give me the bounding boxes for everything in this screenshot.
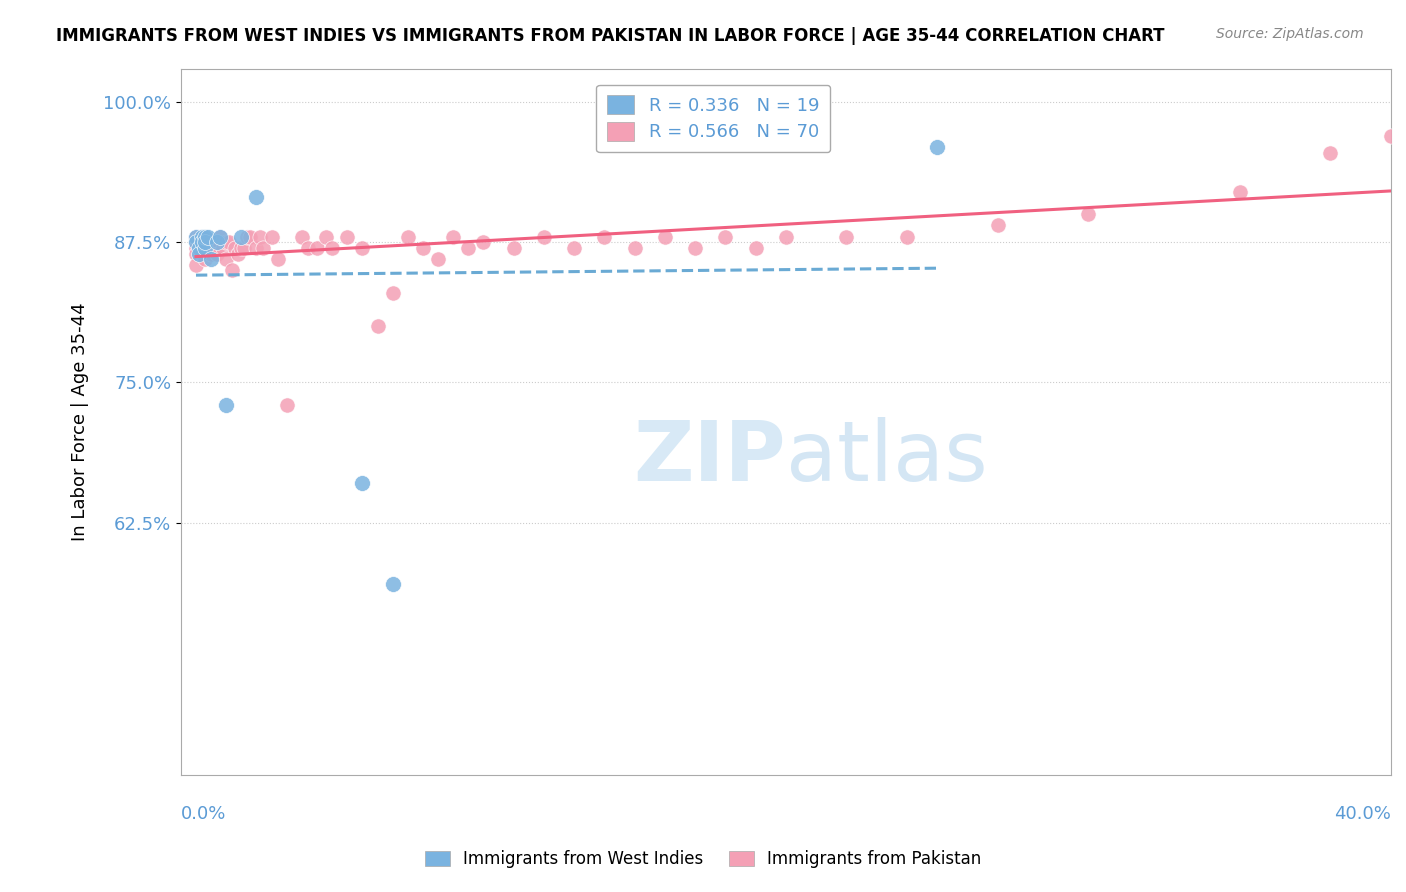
Point — [249, 229, 271, 244]
Point — [212, 241, 235, 255]
Point — [412, 241, 434, 255]
Text: IMMIGRANTS FROM WEST INDIES VS IMMIGRANTS FROM PAKISTAN IN LABOR FORCE | AGE 35-: IMMIGRANTS FROM WEST INDIES VS IMMIGRANT… — [56, 27, 1164, 45]
Point — [276, 398, 298, 412]
Point — [200, 252, 222, 267]
Point — [194, 229, 217, 244]
Point — [683, 241, 706, 255]
Point — [441, 229, 464, 244]
Point — [184, 246, 207, 260]
Point — [714, 229, 737, 244]
Point — [218, 235, 240, 250]
Point — [188, 246, 211, 260]
Text: atlas: atlas — [786, 417, 987, 498]
Point — [236, 229, 259, 244]
Point — [352, 476, 374, 491]
Point — [352, 241, 374, 255]
Point — [1379, 128, 1402, 143]
Point — [593, 229, 616, 244]
Point — [297, 241, 319, 255]
Point — [231, 229, 253, 244]
Point — [184, 241, 207, 255]
Point — [184, 235, 207, 250]
Point — [266, 252, 288, 267]
Point — [291, 229, 314, 244]
Point — [252, 241, 274, 255]
Point — [197, 235, 219, 250]
Legend: R = 0.336   N = 19, R = 0.566   N = 70: R = 0.336 N = 19, R = 0.566 N = 70 — [596, 85, 830, 153]
Point — [231, 241, 253, 255]
Point — [305, 241, 328, 255]
Point — [260, 229, 283, 244]
Text: 0.0%: 0.0% — [181, 805, 226, 823]
Point — [502, 241, 524, 255]
Point — [205, 246, 228, 260]
Point — [562, 241, 585, 255]
Point — [623, 241, 645, 255]
Point — [228, 246, 250, 260]
Point — [233, 241, 256, 255]
Point — [197, 241, 219, 255]
Point — [200, 235, 222, 250]
Point — [896, 229, 918, 244]
Point — [744, 241, 766, 255]
Point — [1319, 145, 1341, 160]
Point — [188, 235, 211, 250]
Point — [184, 229, 207, 244]
Point — [775, 229, 797, 244]
Point — [315, 229, 337, 244]
Text: Source: ZipAtlas.com: Source: ZipAtlas.com — [1216, 27, 1364, 41]
Point — [381, 577, 404, 591]
Point — [209, 229, 232, 244]
Point — [197, 229, 219, 244]
Point — [835, 229, 858, 244]
Point — [202, 241, 225, 255]
Point — [245, 241, 267, 255]
Point — [987, 219, 1010, 233]
Point — [215, 235, 238, 250]
Point — [224, 241, 246, 255]
Point — [191, 235, 214, 250]
Point — [205, 235, 228, 250]
Point — [336, 229, 359, 244]
Point — [321, 241, 343, 255]
Point — [194, 235, 217, 250]
Point — [200, 246, 222, 260]
Point — [472, 235, 495, 250]
Point — [396, 229, 419, 244]
Text: ZIP: ZIP — [634, 417, 786, 498]
Point — [194, 235, 217, 250]
Point — [188, 241, 211, 255]
Point — [457, 241, 479, 255]
Point — [184, 258, 207, 272]
Text: 40.0%: 40.0% — [1334, 805, 1391, 823]
Point — [245, 190, 267, 204]
Point — [427, 252, 450, 267]
Point — [184, 229, 207, 244]
Point — [191, 229, 214, 244]
Point — [381, 285, 404, 300]
Point — [366, 319, 388, 334]
Point — [533, 229, 555, 244]
Point — [215, 398, 238, 412]
Point — [239, 229, 262, 244]
Y-axis label: In Labor Force | Age 35-44: In Labor Force | Age 35-44 — [72, 302, 89, 541]
Point — [194, 229, 217, 244]
Point — [191, 235, 214, 250]
Point — [188, 246, 211, 260]
Point — [927, 140, 949, 154]
Point — [215, 252, 238, 267]
Point — [221, 263, 243, 277]
Point — [209, 229, 232, 244]
Point — [1229, 185, 1251, 199]
Point — [191, 246, 214, 260]
Point — [188, 229, 211, 244]
Point — [184, 235, 207, 250]
Point — [194, 241, 217, 255]
Point — [654, 229, 676, 244]
Point — [194, 252, 217, 267]
Point — [191, 229, 214, 244]
Point — [1077, 207, 1099, 221]
Legend: Immigrants from West Indies, Immigrants from Pakistan: Immigrants from West Indies, Immigrants … — [418, 844, 988, 875]
